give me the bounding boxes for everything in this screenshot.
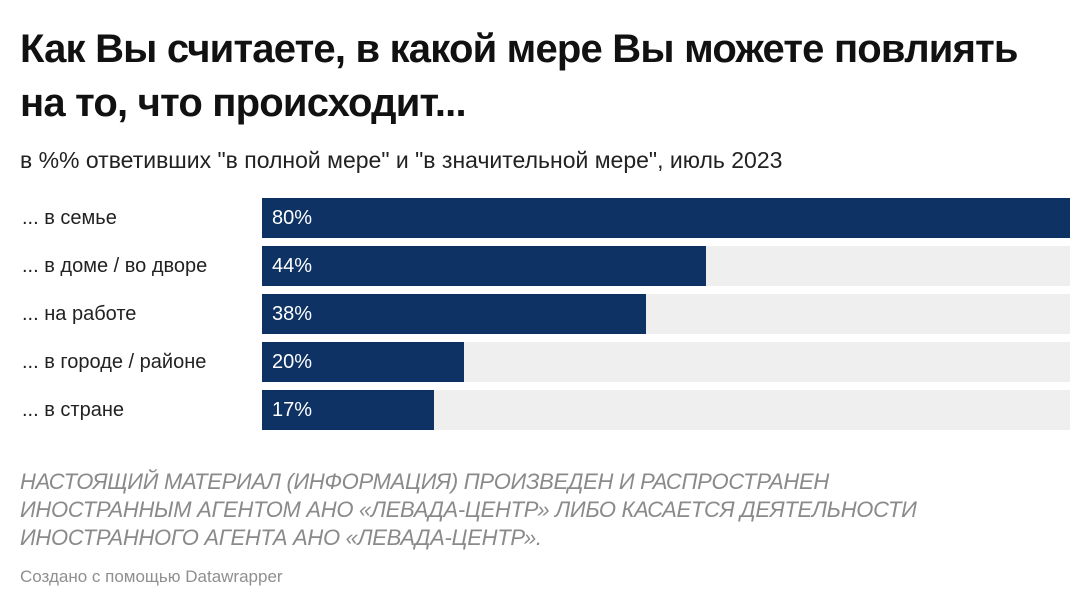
bar-row: ... в городе / районе 20% <box>0 342 1092 382</box>
bar-row: ... в семье 80% <box>0 198 1092 238</box>
value-label: 80% <box>272 207 313 229</box>
notice-line: ИНОСТРАННОГО АГЕНТА АНО «ЛЕВАДА-ЦЕНТР». <box>20 525 542 550</box>
bar-track: 17% <box>262 390 1070 430</box>
datawrapper-credit: Создано с помощью Datawrapper <box>20 567 283 586</box>
category-label: ... в доме / во дворе <box>22 255 208 277</box>
notice-line: ИНОСТРАННЫМ АГЕНТОМ АНО «ЛЕВАДА-ЦЕНТР» Л… <box>20 497 917 522</box>
foreign-agent-notice: НАСТОЯЩИЙ МАТЕРИАЛ (ИНФОРМАЦИЯ) ПРОИЗВЕД… <box>20 468 1080 552</box>
bar: 44% <box>262 246 706 286</box>
bar-track: 80% <box>262 198 1070 238</box>
value-label: 44% <box>272 255 313 277</box>
value-label: 38% <box>272 303 313 325</box>
value-label: 17% <box>272 399 313 421</box>
notice-line: НАСТОЯЩИЙ МАТЕРИАЛ (ИНФОРМАЦИЯ) ПРОИЗВЕД… <box>20 469 829 494</box>
bar-row: ... в доме / во дворе 44% <box>0 246 1092 286</box>
chart-subtitle: в %% ответивших "в полной мере" и "в зна… <box>20 147 783 173</box>
category-label: ... на работе <box>22 303 137 325</box>
value-label: 20% <box>272 351 313 373</box>
bar-track: 44% <box>262 246 1070 286</box>
category-label: ... в городе / районе <box>22 351 207 373</box>
chart-title: Как Вы считаете, в какой мере Вы можете … <box>20 27 1019 125</box>
bar-row: ... в стране 17% <box>0 390 1092 430</box>
bar: 17% <box>262 390 434 430</box>
bar: 80% <box>262 198 1070 238</box>
category-label: ... в семье <box>22 207 117 229</box>
category-label: ... в стране <box>22 399 124 421</box>
bar-track: 20% <box>262 342 1070 382</box>
bar: 20% <box>262 342 464 382</box>
bar-track: 38% <box>262 294 1070 334</box>
bar: 38% <box>262 294 646 334</box>
bar-row: ... на работе 38% <box>0 294 1092 334</box>
